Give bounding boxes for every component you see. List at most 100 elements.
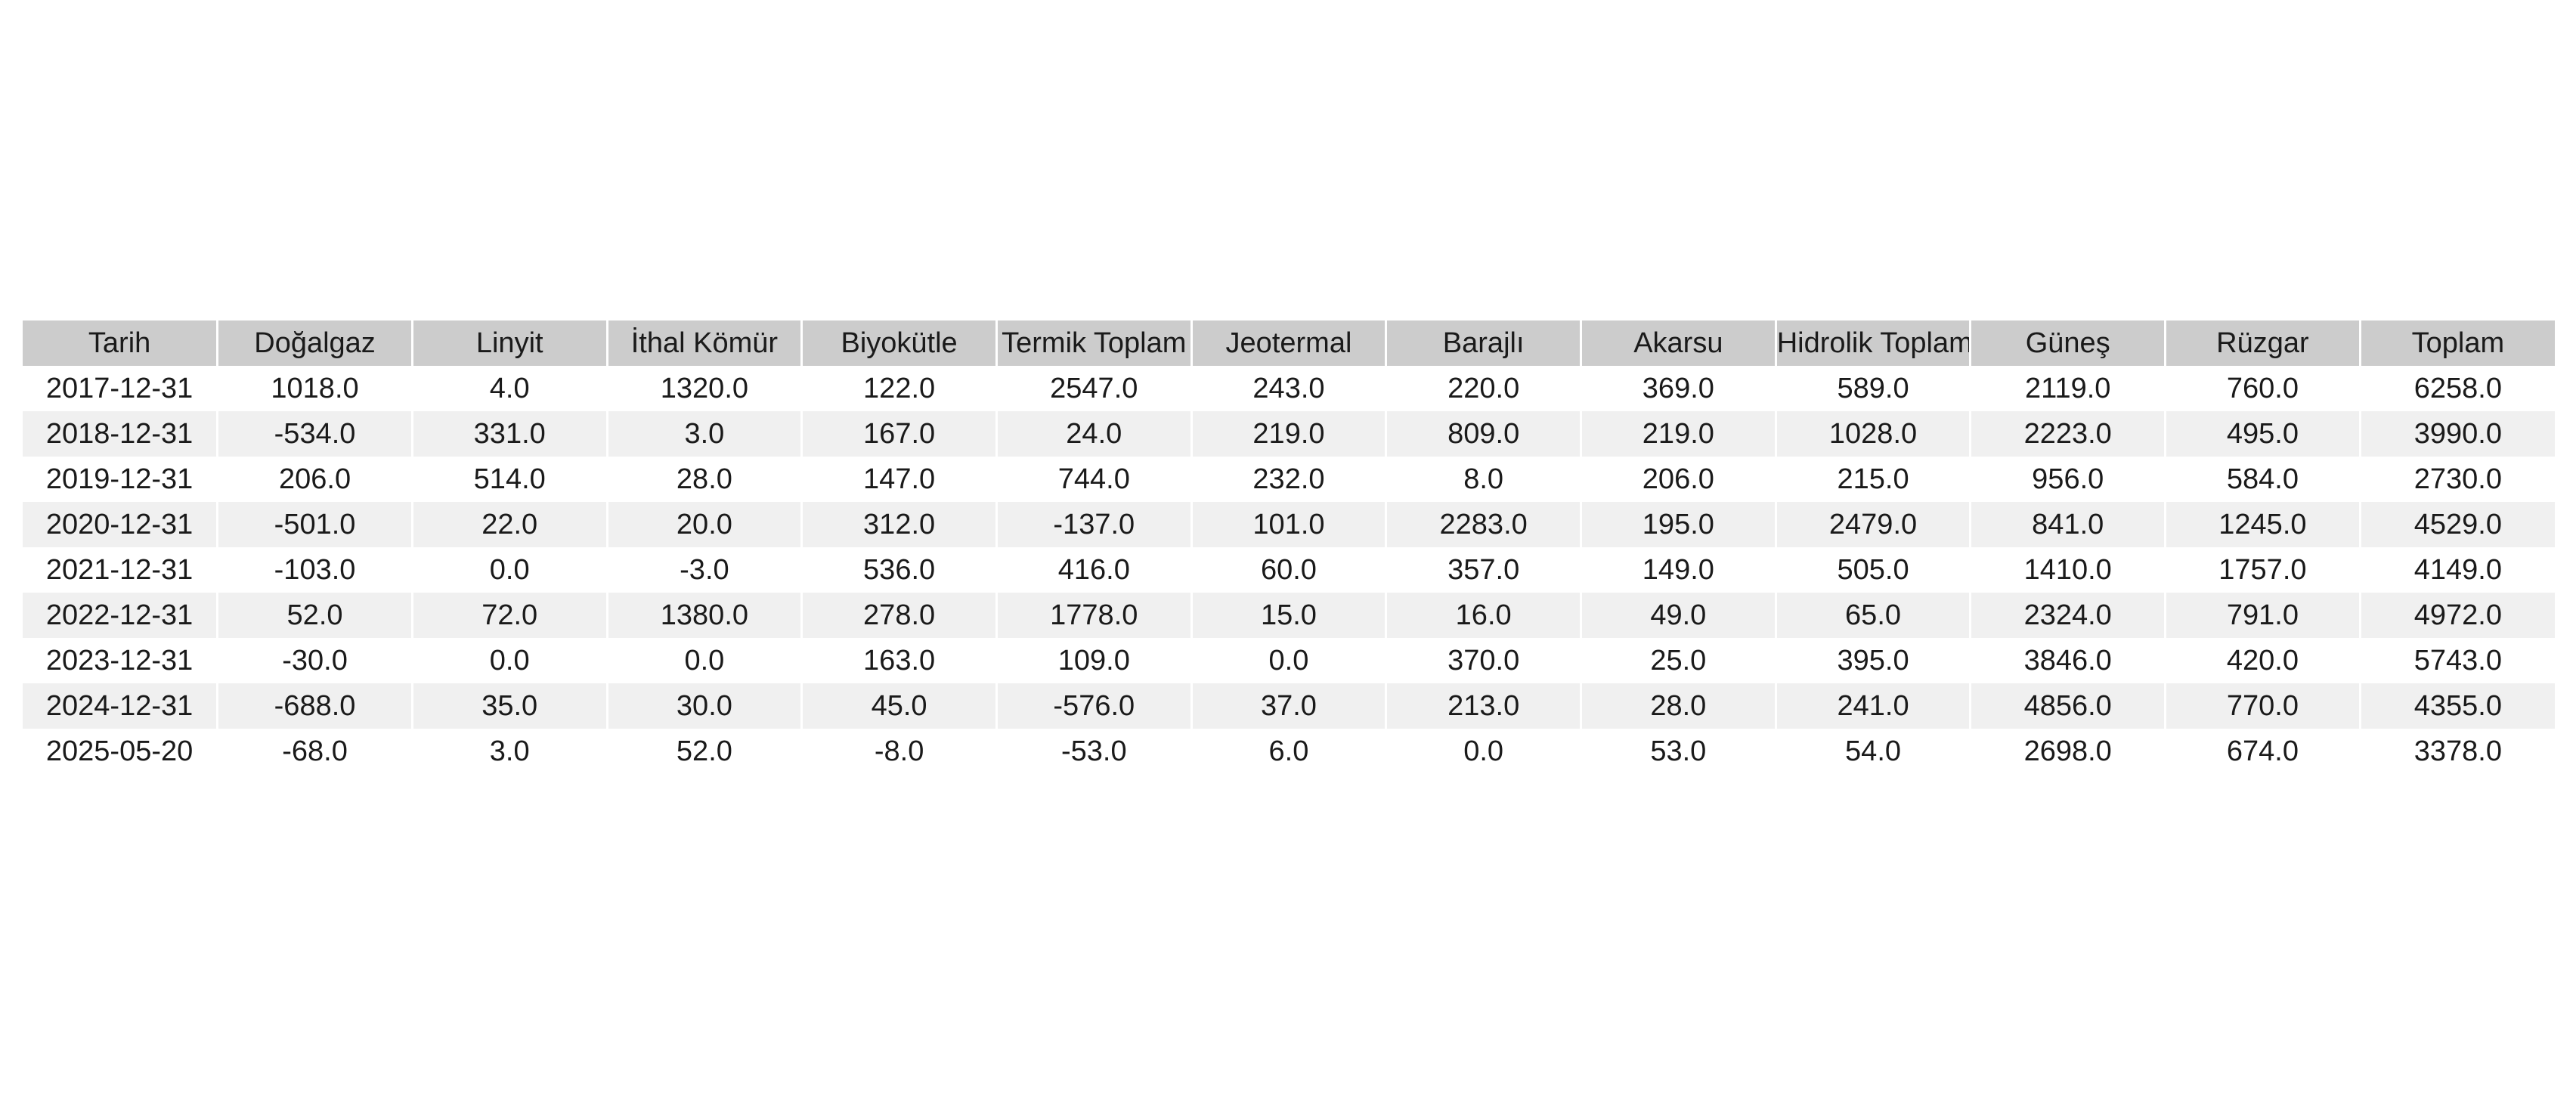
table-cell: 1757.0 bbox=[2165, 547, 2361, 593]
table-cell: 2479.0 bbox=[1776, 502, 1972, 547]
table-cell: 2223.0 bbox=[1970, 411, 2167, 457]
table-cell: 4529.0 bbox=[2360, 502, 2555, 547]
table-cell: 101.0 bbox=[1191, 502, 1388, 547]
column-header: Termik Toplam bbox=[996, 320, 1193, 366]
table-header: Tarih Doğalgaz Linyit İthal Kömür Biyokütle T… bbox=[23, 320, 2555, 366]
table-cell: 2021-12-31 bbox=[23, 547, 219, 593]
table-cell: 841.0 bbox=[1970, 502, 2167, 547]
table-cell: 28.0 bbox=[1581, 683, 1777, 729]
table-cell: 2283.0 bbox=[1386, 502, 1582, 547]
table-cell: 357.0 bbox=[1386, 547, 1582, 593]
table-cell: 206.0 bbox=[217, 457, 413, 502]
table-cell: 4149.0 bbox=[2360, 547, 2555, 593]
table-cell: 8.0 bbox=[1386, 457, 1582, 502]
table-cell: -534.0 bbox=[217, 411, 413, 457]
table-cell: 241.0 bbox=[1776, 683, 1972, 729]
table-cell: 4.0 bbox=[412, 366, 608, 411]
table-cell: 331.0 bbox=[412, 411, 608, 457]
table-cell: -576.0 bbox=[996, 683, 1193, 729]
table-cell: 395.0 bbox=[1776, 638, 1972, 683]
table-row: 2025-05-20 -68.0 3.0 52.0 -8.0 -53.0 6.0 0.0 53.… bbox=[23, 729, 2555, 774]
table-cell: 45.0 bbox=[801, 683, 998, 729]
table-cell: 3846.0 bbox=[1970, 638, 2167, 683]
table-body: 2017-12-31 1018.0 4.0 1320.0 122.0 2547.0 243.… bbox=[23, 366, 2555, 774]
table-cell: 1410.0 bbox=[1970, 547, 2167, 593]
table-cell: 2019-12-31 bbox=[23, 457, 219, 502]
table-cell: 2698.0 bbox=[1970, 729, 2167, 774]
table-cell: 514.0 bbox=[412, 457, 608, 502]
table-cell: 0.0 bbox=[412, 547, 608, 593]
table-cell: 2024-12-31 bbox=[23, 683, 219, 729]
data-table-container: Tarih Doğalgaz Linyit İthal Kömür Biyokütle T… bbox=[23, 320, 2555, 774]
table-row: 2020-12-31 -501.0 22.0 20.0 312.0 -137.0 101.0… bbox=[23, 502, 2555, 547]
header-row: Tarih Doğalgaz Linyit İthal Kömür Biyokütle T… bbox=[23, 320, 2555, 366]
table-row: 2018-12-31 -534.0 331.0 3.0 167.0 24.0 219.0 80… bbox=[23, 411, 2555, 457]
table-cell: -501.0 bbox=[217, 502, 413, 547]
table-cell: -137.0 bbox=[996, 502, 1193, 547]
table-cell: 20.0 bbox=[607, 502, 803, 547]
table-cell: 37.0 bbox=[1191, 683, 1388, 729]
table-cell: 674.0 bbox=[2165, 729, 2361, 774]
table-cell: 4355.0 bbox=[2360, 683, 2555, 729]
column-header: Akarsu bbox=[1581, 320, 1777, 366]
table-cell: 370.0 bbox=[1386, 638, 1582, 683]
table-cell: 536.0 bbox=[801, 547, 998, 593]
column-header: Linyit bbox=[412, 320, 608, 366]
table-row: 2021-12-31 -103.0 0.0 -3.0 536.0 416.0 60.0 357… bbox=[23, 547, 2555, 593]
table-cell: 2017-12-31 bbox=[23, 366, 219, 411]
table-cell: -3.0 bbox=[607, 547, 803, 593]
column-header: Toplam bbox=[2360, 320, 2555, 366]
column-header: İthal Kömür bbox=[607, 320, 803, 366]
table-cell: 54.0 bbox=[1776, 729, 1972, 774]
table-cell: 584.0 bbox=[2165, 457, 2361, 502]
column-header: Jeotermal bbox=[1191, 320, 1388, 366]
table-cell: 791.0 bbox=[2165, 593, 2361, 638]
table-cell: 2547.0 bbox=[996, 366, 1193, 411]
table-cell: 2025-05-20 bbox=[23, 729, 219, 774]
table-cell: 809.0 bbox=[1386, 411, 1582, 457]
table-row: 2023-12-31 -30.0 0.0 0.0 163.0 109.0 0.0 370.0 2… bbox=[23, 638, 2555, 683]
table-cell: 60.0 bbox=[1191, 547, 1388, 593]
table-cell: 2018-12-31 bbox=[23, 411, 219, 457]
table-cell: -688.0 bbox=[217, 683, 413, 729]
table-cell: -103.0 bbox=[217, 547, 413, 593]
table-cell: 2023-12-31 bbox=[23, 638, 219, 683]
table-cell: -30.0 bbox=[217, 638, 413, 683]
table-cell: 72.0 bbox=[412, 593, 608, 638]
table-cell: 49.0 bbox=[1581, 593, 1777, 638]
table-cell: 3.0 bbox=[412, 729, 608, 774]
column-header: Güneş bbox=[1970, 320, 2167, 366]
column-header: Hidrolik Toplam bbox=[1776, 320, 1972, 366]
table-cell: 35.0 bbox=[412, 683, 608, 729]
column-header: Doğalgaz bbox=[217, 320, 413, 366]
table-cell: 1018.0 bbox=[217, 366, 413, 411]
table-row: 2017-12-31 1018.0 4.0 1320.0 122.0 2547.0 243.… bbox=[23, 366, 2555, 411]
table-cell: 5743.0 bbox=[2360, 638, 2555, 683]
table-cell: -53.0 bbox=[996, 729, 1193, 774]
table-cell: 243.0 bbox=[1191, 366, 1388, 411]
data-table: Tarih Doğalgaz Linyit İthal Kömür Biyokütle T… bbox=[23, 320, 2555, 774]
table-cell: 4972.0 bbox=[2360, 593, 2555, 638]
table-cell: 109.0 bbox=[996, 638, 1193, 683]
table-cell: 232.0 bbox=[1191, 457, 1388, 502]
table-cell: 744.0 bbox=[996, 457, 1193, 502]
table-cell: 3.0 bbox=[607, 411, 803, 457]
table-cell: 149.0 bbox=[1581, 547, 1777, 593]
table-cell: 1028.0 bbox=[1776, 411, 1972, 457]
table-cell: 278.0 bbox=[801, 593, 998, 638]
table-cell: 0.0 bbox=[607, 638, 803, 683]
table-cell: 505.0 bbox=[1776, 547, 1972, 593]
table-cell: 4856.0 bbox=[1970, 683, 2167, 729]
column-header: Rüzgar bbox=[2165, 320, 2361, 366]
table-cell: 147.0 bbox=[801, 457, 998, 502]
table-cell: 0.0 bbox=[1386, 729, 1582, 774]
column-header: Barajlı bbox=[1386, 320, 1582, 366]
table-cell: 6258.0 bbox=[2360, 366, 2555, 411]
table-cell: 195.0 bbox=[1581, 502, 1777, 547]
table-cell: 215.0 bbox=[1776, 457, 1972, 502]
table-cell: 219.0 bbox=[1191, 411, 1388, 457]
table-cell: 1245.0 bbox=[2165, 502, 2361, 547]
column-header: Biyokütle bbox=[801, 320, 998, 366]
table-cell: 25.0 bbox=[1581, 638, 1777, 683]
table-cell: 420.0 bbox=[2165, 638, 2361, 683]
